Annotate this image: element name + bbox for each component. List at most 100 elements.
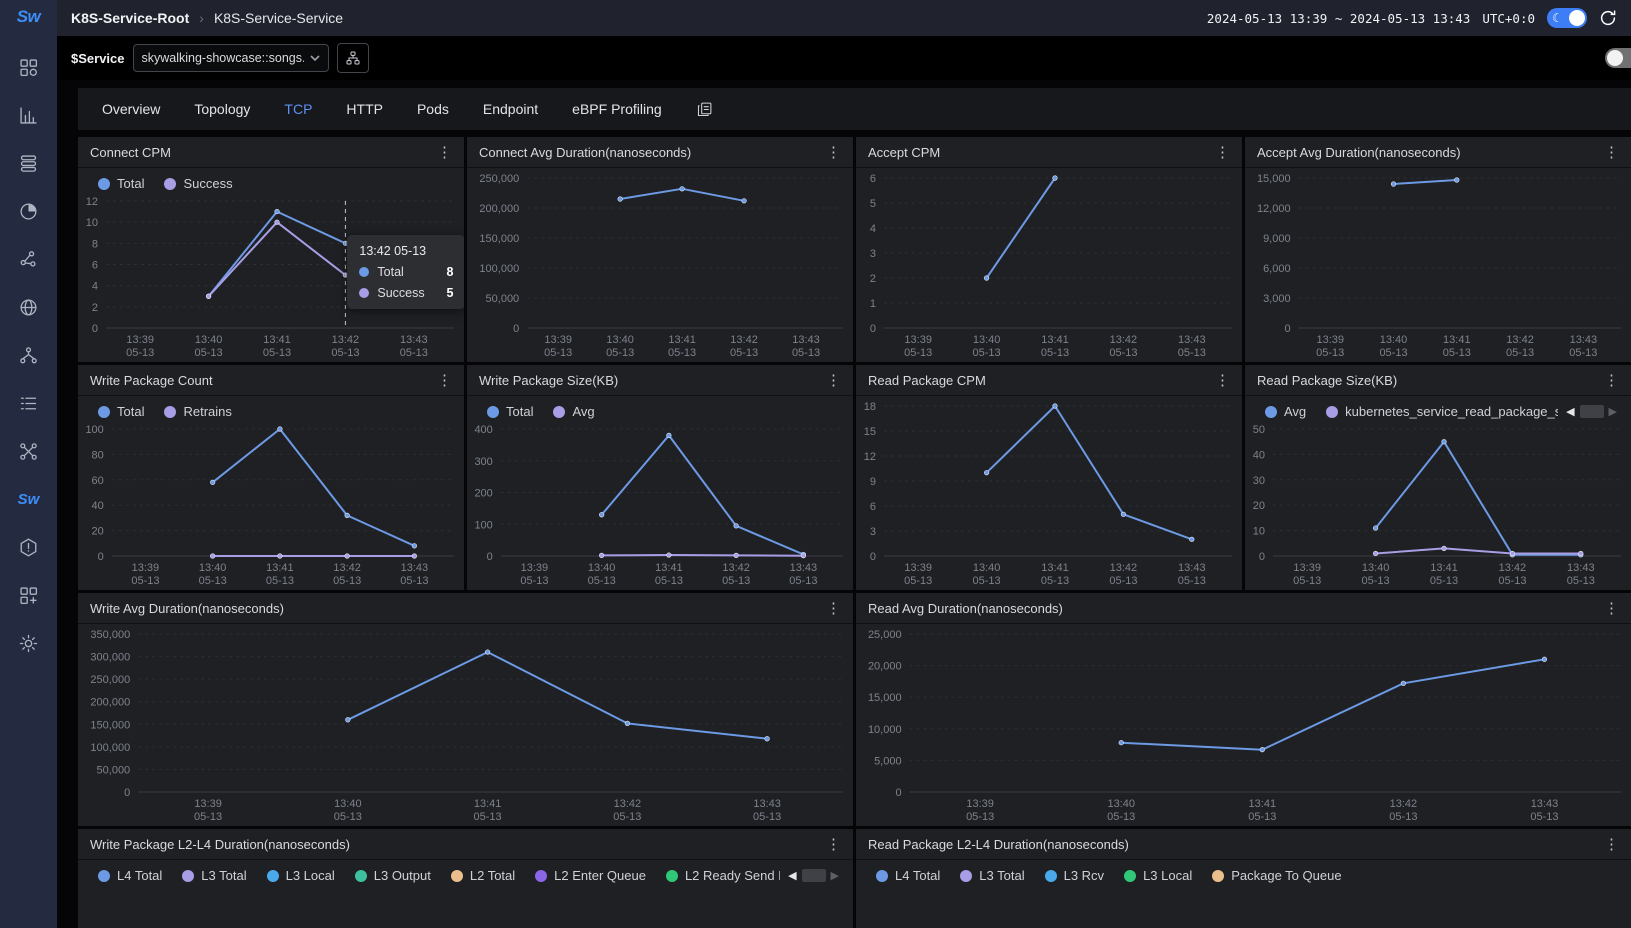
sidebar-item-dashboard-grid[interactable] — [0, 43, 57, 91]
legend-item[interactable]: kubernetes_service_read_package_size — [1326, 404, 1558, 419]
sidebar-item-link-nodes[interactable] — [0, 427, 57, 475]
sidebar-item-list-menu[interactable] — [0, 379, 57, 427]
breadcrumb-root[interactable]: K8S-Service-Root — [71, 10, 190, 26]
legend-item[interactable]: Total — [98, 404, 144, 419]
svg-text:0: 0 — [895, 787, 901, 799]
tab-overview[interactable]: Overview — [102, 101, 161, 117]
line-chart: 0 5,000 10,000 15,000 20,000 25,000 13:39 05-13… — [868, 629, 1621, 823]
sidebar-item-globe[interactable] — [0, 283, 57, 331]
chart-menu-icon[interactable]: ⋮ — [437, 143, 452, 161]
tab-tcp[interactable]: TCP — [284, 101, 313, 117]
chart-menu-icon[interactable]: ⋮ — [1604, 835, 1619, 853]
chart-menu-icon[interactable]: ⋮ — [1604, 599, 1619, 617]
legend-item[interactable]: Avg — [1265, 404, 1306, 419]
topology-layout-button[interactable] — [336, 43, 369, 73]
tooltip-row: Total 8 — [359, 265, 453, 279]
legend-item[interactable]: L2 Enter Queue — [535, 868, 646, 883]
line-chart: 0 10 20 30 40 50 13:39 05-13 13:40 05-13 13:41 05-1… — [1253, 424, 1621, 587]
tab-topology[interactable]: Topology — [194, 101, 251, 117]
chart-plot: 0 50,000 100,000 150,000 200,000 250,000 300,0… — [78, 624, 853, 826]
legend-item[interactable]: Package To Queue — [1212, 868, 1342, 883]
breadcrumb-current[interactable]: K8S-Service-Service — [213, 10, 344, 26]
legend-item[interactable]: Total — [98, 176, 144, 191]
chart-menu-icon[interactable]: ⋮ — [437, 371, 452, 389]
chart-menu-icon[interactable]: ⋮ — [826, 599, 841, 617]
legend-item[interactable]: Avg — [553, 404, 595, 419]
sidebar-item-sitemap[interactable] — [0, 331, 57, 379]
legend-item[interactable]: L3 Total — [960, 868, 1025, 883]
svg-text:0: 0 — [1284, 323, 1290, 335]
copy-tab-button[interactable] — [696, 101, 713, 118]
time-range-picker[interactable]: 2024-05-13 13:39 ~ 2024-05-13 13:43 — [1206, 10, 1471, 26]
moon-icon: ☾ — [1552, 11, 1563, 25]
legend-item[interactable]: Total — [487, 404, 533, 419]
chart-card-header: Connect CPM ⋮ — [78, 137, 464, 168]
dashboard-content: Overview Topology TCP HTTP Pods Endpoint… — [57, 80, 1631, 928]
legend-item[interactable]: L3 Total — [182, 868, 247, 883]
svg-text:0: 0 — [92, 323, 98, 335]
chart-menu-icon[interactable]: ⋮ — [1604, 143, 1619, 161]
legend-prev-icon[interactable]: ◀ — [788, 870, 797, 882]
sidebar-item-layer-stack[interactable] — [0, 139, 57, 187]
sidebar-item-share-nodes[interactable] — [0, 235, 57, 283]
chart-menu-icon[interactable]: ⋮ — [1215, 143, 1230, 161]
sidebar-item-apps-add[interactable] — [0, 571, 57, 619]
refresh-button[interactable] — [1599, 9, 1617, 27]
service-select[interactable]: skywalking-showcase::songs.s — [132, 44, 329, 72]
chart-menu-icon[interactable]: ⋮ — [1215, 371, 1230, 389]
svg-text:200: 200 — [474, 488, 492, 500]
legend-dot-icon — [1124, 869, 1137, 882]
legend-item[interactable]: L3 Rcv — [1044, 868, 1104, 883]
legend-item[interactable]: Success — [164, 176, 233, 191]
chart-menu-icon[interactable]: ⋮ — [826, 143, 841, 161]
chart-legend: Total Retrains — [78, 396, 464, 419]
sidebar-item-pie-chart[interactable] — [0, 187, 57, 235]
chart-menu-icon[interactable]: ⋮ — [1604, 371, 1619, 389]
svg-text:10: 10 — [1253, 526, 1265, 538]
sitemap-icon — [346, 51, 359, 65]
legend-label: Avg — [572, 404, 595, 419]
legend-next-icon[interactable]: ▶ — [830, 870, 839, 882]
auto-refresh-toggle[interactable] — [1605, 48, 1631, 68]
legend-label: Total — [506, 404, 534, 419]
tab-endpoint[interactable]: Endpoint — [482, 101, 539, 117]
tab-pods[interactable]: Pods — [416, 101, 449, 117]
legend-item[interactable]: L4 Total — [876, 868, 940, 883]
legend-prev-icon[interactable]: ◀ — [1566, 406, 1575, 418]
chart-title: Read Package CPM — [868, 372, 986, 388]
chart-card: Write Package L2-L4 Duration(nanoseconds… — [78, 829, 853, 928]
svg-text:80: 80 — [92, 449, 104, 461]
sidebar-item-bar-chart[interactable] — [0, 91, 57, 139]
tab-ebpf-profiling[interactable]: eBPF Profiling — [572, 101, 662, 117]
svg-text:200,000: 200,000 — [90, 697, 130, 709]
sidebar-item-shield-alert[interactable] — [0, 523, 57, 571]
chart-menu-icon[interactable]: ⋮ — [826, 835, 841, 853]
sidebar-item-skywalking-logo[interactable]: Sw — [0, 475, 57, 523]
legend-item[interactable]: L2 Total — [450, 868, 515, 883]
sidebar-item-settings-gear[interactable] — [0, 619, 57, 667]
legend-next-icon[interactable]: ▶ — [1608, 406, 1617, 418]
legend-item[interactable]: L3 Output — [354, 868, 431, 883]
chart-tooltip: 13:42 05-13 Total 8 Success 5 — [347, 235, 464, 309]
legend-item[interactable]: L4 Total — [98, 868, 162, 883]
legend-item[interactable]: Retrains — [164, 404, 232, 419]
tab-http[interactable]: HTTP — [346, 101, 383, 117]
legend-item[interactable]: L3 Local — [266, 868, 335, 883]
chart-menu-icon[interactable]: ⋮ — [826, 371, 841, 389]
legend-label: L4 Total — [117, 868, 163, 883]
legend-item[interactable]: L2 Ready Send Device — [665, 868, 780, 883]
legend-items: Total Retrains — [98, 404, 450, 419]
app-logo[interactable]: Sw — [16, 7, 41, 26]
chart-card-header: Write Avg Duration(nanoseconds) ⋮ — [78, 593, 853, 624]
theme-toggle[interactable]: ☾ — [1547, 8, 1587, 28]
legend-item[interactable]: L3 Local — [1124, 868, 1192, 883]
legend-label: Success — [183, 176, 233, 191]
svg-text:5,000: 5,000 — [874, 755, 902, 767]
legend-dot-icon — [535, 869, 548, 882]
